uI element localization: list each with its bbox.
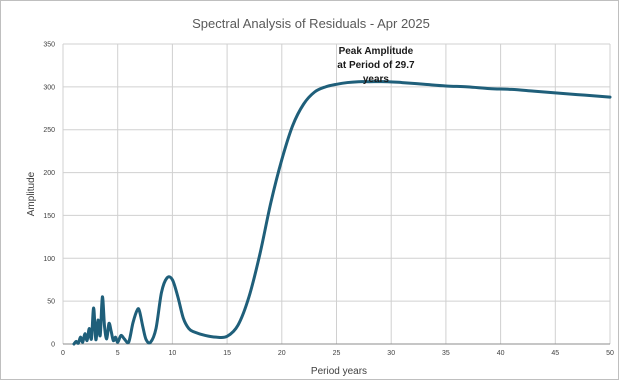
y-tick-label: 200 [43, 170, 55, 177]
x-tick-label: 20 [278, 350, 286, 357]
series-layer [72, 80, 612, 346]
y-axis-label: Amplitude [26, 171, 37, 216]
x-axis-label: Period years [311, 366, 367, 377]
annotation-line: Peak Amplitude [339, 46, 414, 57]
axes: 0 5 10 15 20 25 30 35 40 45 50 0 50 100 150 200 250 300 35… [43, 42, 614, 358]
x-tick-label: 40 [497, 350, 505, 357]
y-tick-label: 350 [43, 42, 55, 49]
y-tick-label: 50 [47, 299, 55, 306]
annotation: Peak Amplitude at Period of 29.7 years [337, 46, 415, 85]
y-tick-label: 300 [43, 84, 55, 91]
x-tick-label: 5 [116, 350, 120, 357]
x-tick-label: 35 [442, 350, 450, 357]
annotation-line: at Period of 29.7 [337, 60, 415, 71]
y-tick-label: 0 [51, 342, 55, 349]
x-tick-label: 15 [223, 350, 231, 357]
annotation-line: years [363, 74, 390, 85]
grid [62, 43, 611, 345]
amplitude-series-line [72, 80, 612, 346]
x-tick-label: 10 [169, 350, 177, 357]
x-tick-label: 0 [61, 350, 65, 357]
x-tick-label: 50 [606, 350, 614, 357]
x-tick-label: 25 [333, 350, 341, 357]
chart-title: Spectral Analysis of Residuals - Apr 202… [192, 16, 430, 31]
x-tick-label: 45 [551, 350, 559, 357]
y-tick-label: 150 [43, 213, 55, 220]
x-tick-label: 30 [387, 350, 395, 357]
y-tick-label: 250 [43, 127, 55, 134]
y-tick-label: 100 [43, 256, 55, 263]
